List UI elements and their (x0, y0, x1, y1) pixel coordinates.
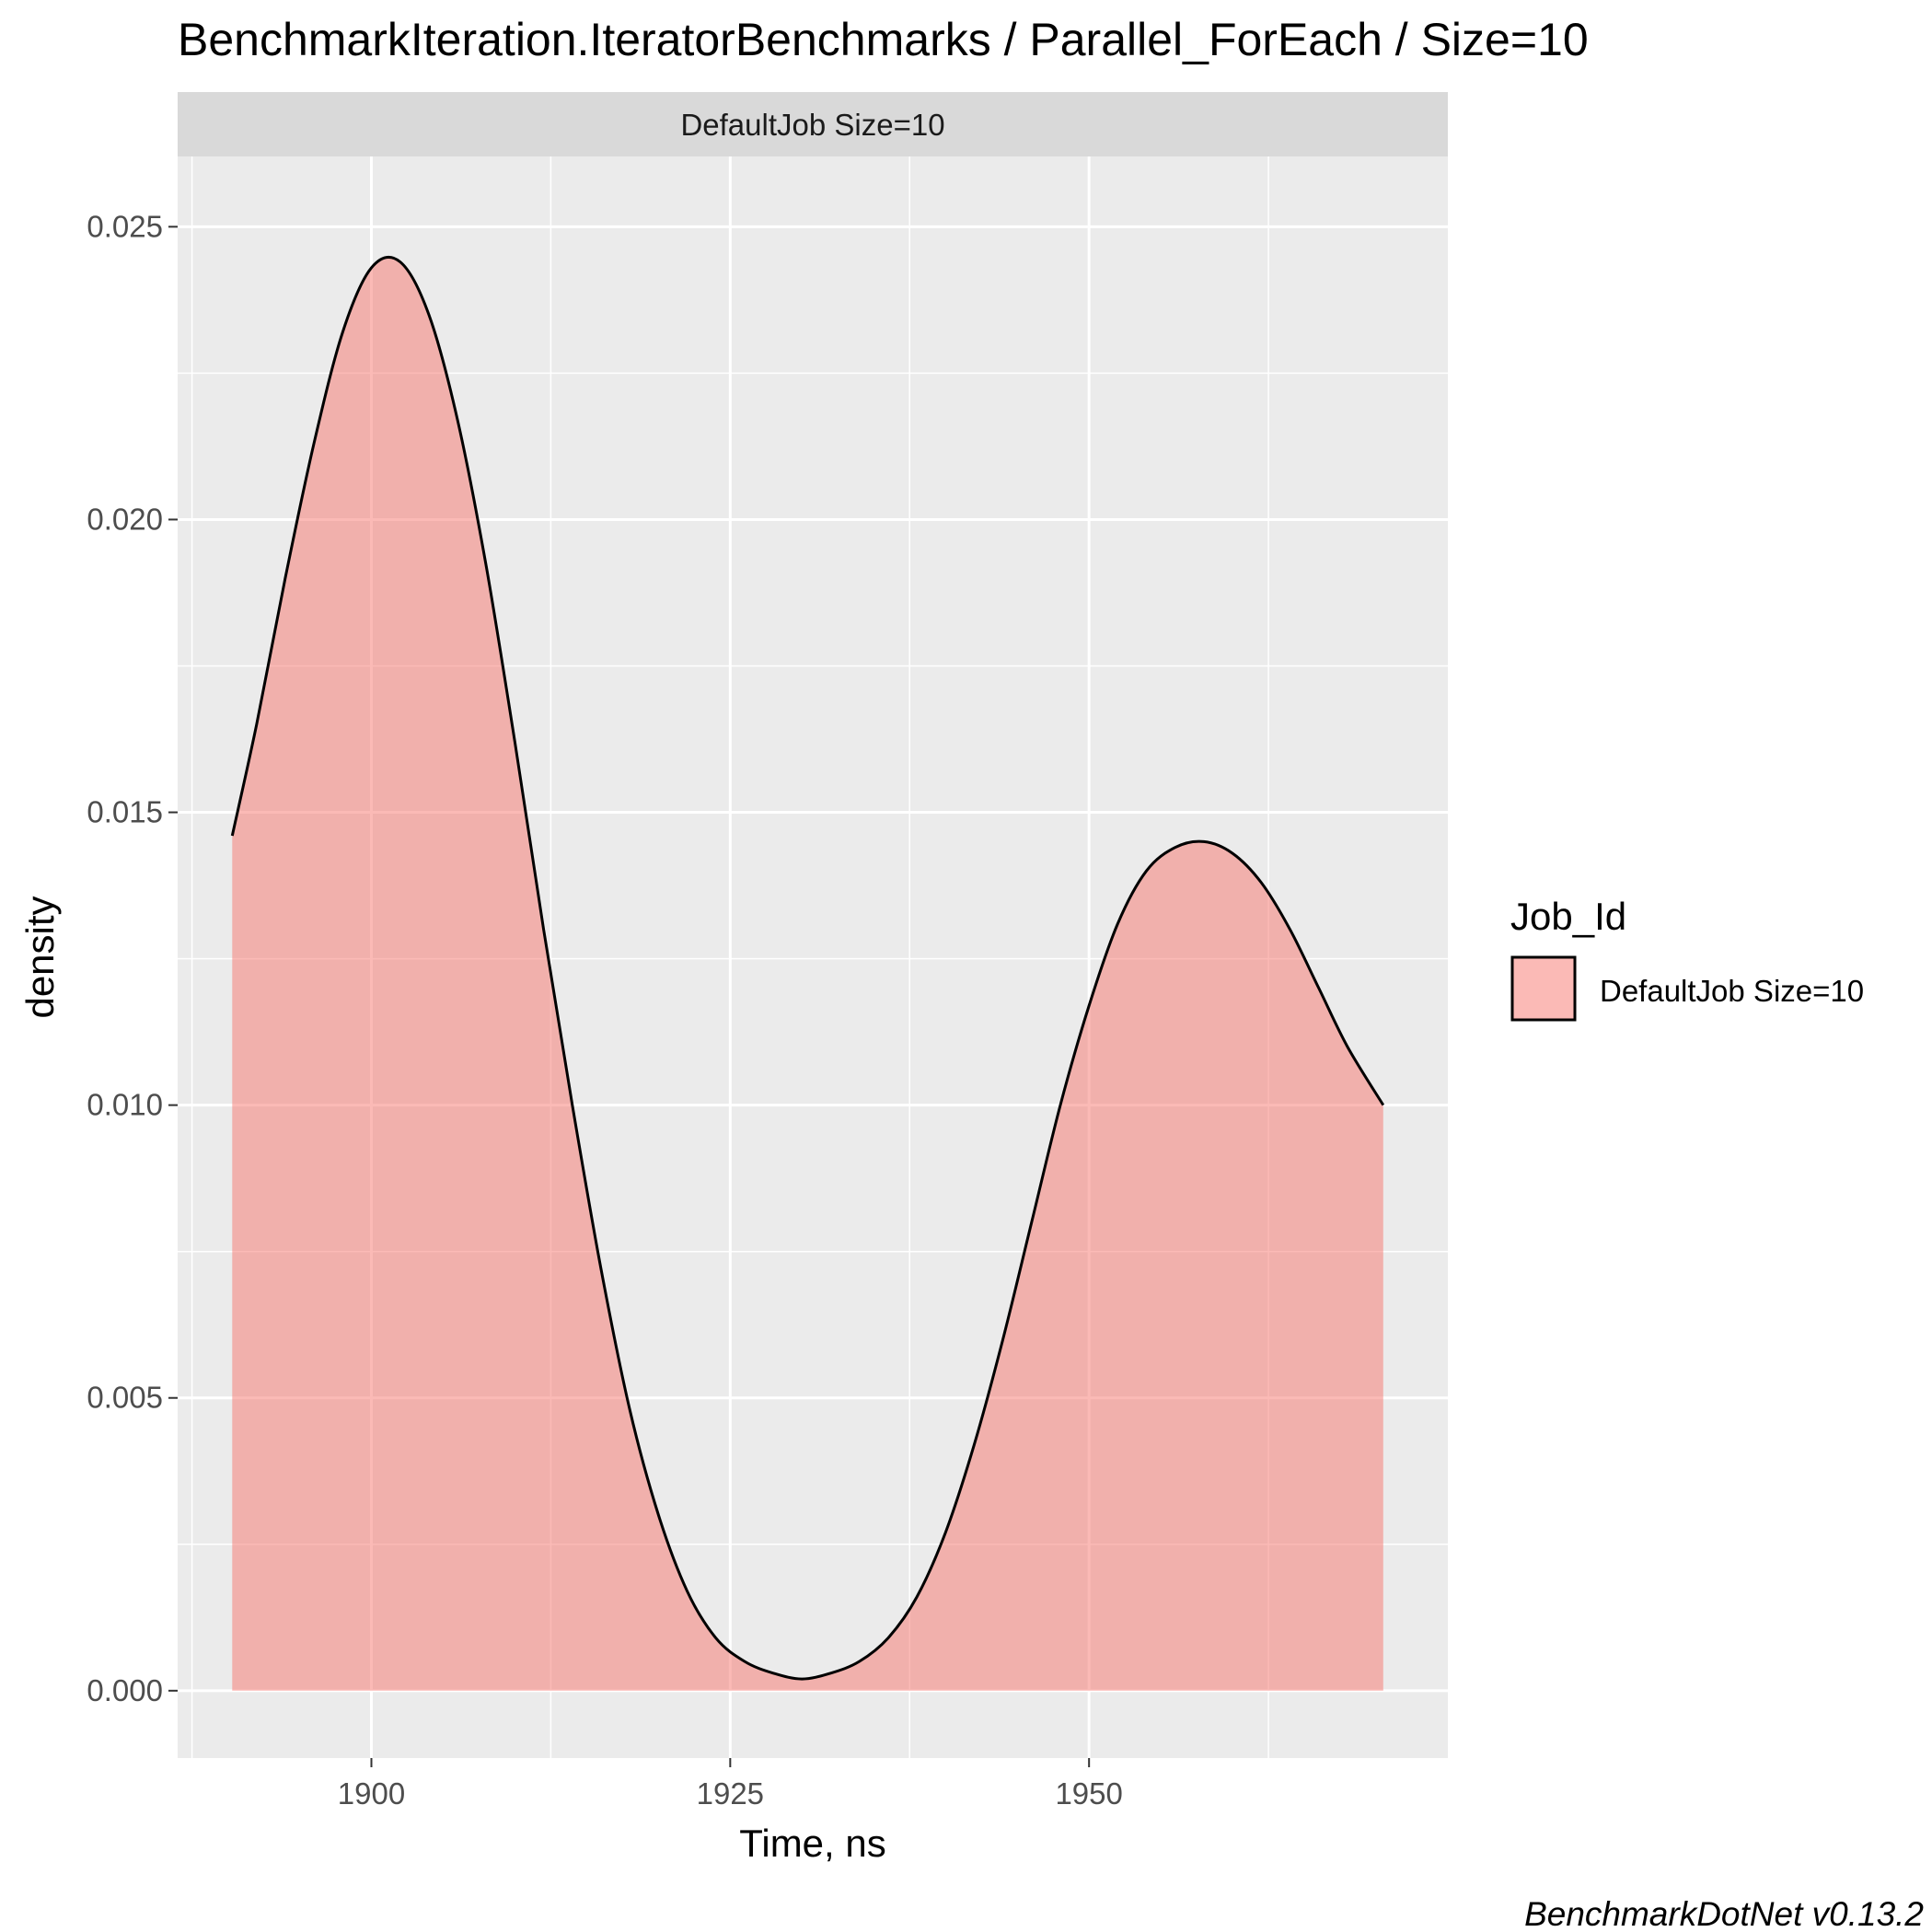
y-tick-label: 0.005 (87, 1381, 163, 1415)
y-tick-label: 0.025 (87, 209, 163, 243)
series-0-line (230, 255, 1385, 1681)
caption: BenchmarkDotNet v0.13.2 (1524, 1895, 1924, 1932)
x-tick-label: 1950 (1055, 1776, 1122, 1811)
y-tick-label: 0.010 (87, 1088, 163, 1122)
x-tick-label: 1925 (697, 1776, 764, 1811)
legend-swatch (1510, 955, 1577, 1022)
legend-entry-label: DefaultJob Size=10 (1600, 974, 1864, 1008)
series-layer (230, 255, 1385, 1691)
x-tick-label: 1900 (338, 1776, 405, 1811)
facet-strip (178, 92, 1448, 156)
y-axis-title: density (18, 896, 62, 1018)
y-axis: 0.000 0.005 0.010 0.015 0.020 0.025 (87, 209, 178, 1707)
series-0-area (232, 257, 1383, 1691)
x-axis-title: Time, ns (739, 1822, 885, 1865)
y-tick-label: 0.000 (87, 1673, 163, 1707)
chart-title: BenchmarkIteration.IteratorBenchmarks / … (178, 14, 1589, 65)
legend: Job_Id DefaultJob Size=10 (1510, 895, 1864, 1022)
y-tick-label: 0.015 (87, 795, 163, 829)
legend-title: Job_Id (1510, 895, 1626, 938)
facet-strip-label: DefaultJob Size=10 (680, 108, 944, 142)
y-tick-label: 0.020 (87, 502, 163, 536)
x-axis: 1900 1925 1950 (338, 1758, 1123, 1811)
